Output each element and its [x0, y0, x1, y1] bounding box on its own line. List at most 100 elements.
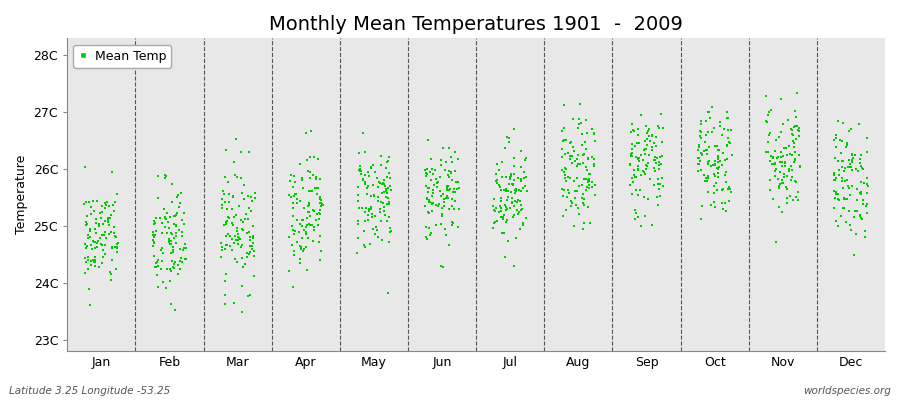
Point	[719, 208, 733, 214]
Point	[854, 165, 868, 171]
Point	[561, 174, 575, 180]
Point	[705, 104, 719, 110]
Point	[785, 174, 799, 180]
Point	[769, 166, 783, 172]
Point	[502, 173, 517, 180]
Point	[707, 161, 722, 167]
Point	[380, 190, 394, 196]
Point	[777, 145, 791, 151]
Point	[419, 183, 434, 189]
Point	[351, 183, 365, 190]
Point	[382, 225, 397, 232]
Point	[860, 181, 874, 187]
Point	[450, 186, 464, 192]
Point	[87, 254, 102, 260]
Point	[837, 194, 851, 201]
Point	[81, 232, 95, 238]
Point	[374, 237, 389, 244]
Point	[647, 157, 662, 164]
Point	[827, 172, 842, 178]
Point	[700, 147, 715, 153]
Point	[287, 252, 302, 258]
Point	[720, 109, 734, 115]
Point	[292, 229, 307, 235]
Point	[502, 139, 517, 145]
Point	[763, 107, 778, 114]
Point	[651, 180, 665, 187]
Point	[791, 189, 806, 195]
Point	[785, 152, 799, 158]
Point	[214, 202, 229, 208]
Point	[581, 185, 596, 191]
Point	[636, 168, 651, 175]
Point	[429, 222, 444, 228]
Point	[167, 213, 182, 220]
Point	[772, 169, 787, 176]
Point	[711, 166, 725, 173]
Point	[433, 188, 447, 194]
Point	[148, 264, 162, 270]
Point	[235, 226, 249, 232]
Point	[177, 245, 192, 251]
Point	[358, 244, 373, 250]
Point	[236, 226, 250, 233]
Point	[359, 204, 374, 211]
Point	[312, 210, 327, 216]
Point	[711, 155, 725, 162]
Point	[110, 244, 124, 250]
Point	[164, 230, 178, 236]
Point	[625, 174, 639, 181]
Point	[220, 218, 234, 224]
Point	[314, 200, 328, 207]
Point	[308, 184, 322, 191]
Point	[178, 256, 193, 262]
Point	[642, 126, 656, 133]
Point	[170, 271, 184, 278]
Point	[828, 175, 842, 181]
Point	[644, 132, 659, 138]
Point	[765, 161, 779, 168]
Point	[297, 246, 311, 252]
Point	[381, 158, 395, 165]
Point	[580, 146, 594, 152]
Point	[441, 195, 455, 202]
Point	[90, 244, 104, 250]
Point	[833, 213, 848, 219]
Point	[518, 157, 532, 164]
Point	[588, 138, 602, 144]
Point	[845, 151, 859, 158]
Point	[562, 140, 577, 146]
Point	[382, 239, 396, 246]
Point	[719, 156, 733, 162]
Point	[639, 123, 653, 129]
Point	[419, 170, 434, 177]
Point	[497, 230, 511, 237]
Point	[418, 173, 433, 180]
Point	[242, 229, 256, 235]
Point	[293, 243, 308, 249]
Point	[827, 177, 842, 183]
Point	[383, 183, 398, 190]
Point	[518, 155, 533, 162]
Point	[708, 162, 723, 168]
Point	[494, 187, 508, 194]
Point	[163, 268, 177, 274]
Point	[626, 127, 641, 133]
Point	[245, 246, 259, 252]
Point	[575, 182, 590, 188]
Point	[700, 173, 715, 180]
Point	[832, 158, 846, 164]
Point	[313, 196, 328, 202]
Point	[651, 176, 665, 182]
Point	[92, 222, 106, 229]
Point	[225, 247, 239, 253]
Point	[724, 127, 738, 134]
Point	[246, 235, 260, 241]
Point	[490, 205, 504, 212]
Point	[236, 219, 250, 225]
Point	[220, 206, 234, 212]
Point	[772, 134, 787, 140]
Point	[422, 185, 436, 191]
Point	[697, 148, 711, 154]
Point	[497, 186, 511, 193]
